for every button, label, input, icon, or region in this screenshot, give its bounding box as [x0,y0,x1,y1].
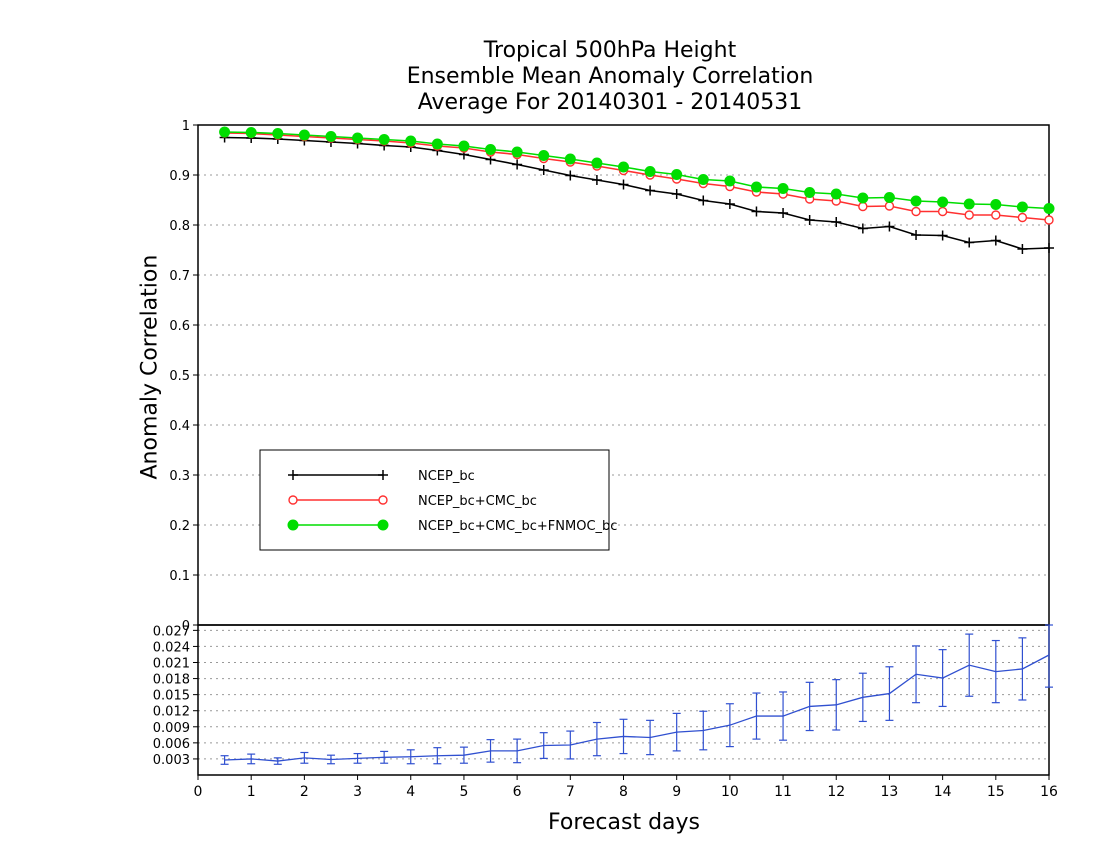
x-tick-label: 13 [881,784,899,800]
x-tick-label: 10 [721,784,739,800]
series-point-2 [272,128,284,139]
x-tick-label: 7 [566,784,575,800]
series-point-2 [697,174,709,185]
series-point-1 [937,206,948,217]
series-point-2 [405,135,417,147]
lower-y-tick-label: 0.003 [153,753,190,768]
series-point-2 [458,140,470,152]
lower-y-tick-label: 0.015 [153,689,190,704]
series-point-2 [750,181,762,193]
series-point-2 [538,150,550,161]
lower-plot-frame [197,624,1050,776]
x-tick-label: 16 [1040,784,1058,800]
x-tick-label: 11 [774,784,792,800]
series-point-2 [1016,201,1028,213]
series-point-2 [830,188,842,200]
series-point-1 [1044,215,1054,225]
x-tick-label: 1 [247,784,256,800]
lower-y-tick-label: 0.009 [153,721,190,736]
series-point-2 [963,198,975,210]
series-line-0 [224,136,1050,250]
chart-title-line-3: Average For 20140301 - 20140531 [417,90,803,115]
series-line-1 [224,132,1050,221]
series-point-2 [644,166,656,177]
lower-series [220,624,1053,765]
series-point-2 [431,138,443,150]
x-tick-label: 3 [353,784,362,800]
chart-title-line-1: Tropical 500hPa Height [483,38,737,63]
series-point-2 [910,195,922,207]
series-point-2 [352,132,364,144]
series-point-2 [591,157,603,169]
difference-line [224,654,1050,762]
upper-y-tick-label: 0.3 [169,469,190,484]
upper-y-tick-label: 0 [182,619,190,634]
x-tick-label: 14 [934,784,952,800]
series-point-1 [884,201,895,211]
legend-marker-2 [287,519,299,531]
upper-y-tick-label: 0.5 [169,369,190,384]
series-point-2 [298,129,310,141]
upper-series [219,126,1055,254]
series-point-2 [219,126,231,138]
upper-y-tick-label: 0.6 [169,319,190,334]
series-point-2 [1043,203,1055,214]
series-point-1 [991,210,1001,220]
upper-y-tick-label: 0.8 [169,219,190,234]
x-axis-label: Forecast days [547,810,700,835]
lower-y-tick-label: 0.027 [153,624,190,639]
x-tick-label: 15 [987,784,1005,800]
series-point-2 [564,153,576,165]
lower-y-tick-label: 0.021 [153,657,190,672]
x-tick-label: 0 [194,784,203,800]
series-point-2 [511,146,523,158]
series-point-2 [804,187,816,198]
series-point-2 [857,192,869,204]
legend-label-1: NCEP_bc+CMC_bc [418,494,537,509]
series-point-2 [883,192,895,203]
series-point-2 [671,169,683,180]
series-point-2 [724,175,736,187]
chart-title-line-2: Ensemble Mean Anomaly Correlation [406,64,814,89]
lower-y-tick-label: 0.012 [153,705,190,720]
x-tick-label: 2 [300,784,309,800]
series-point-2 [245,127,257,138]
series-point-2 [618,161,629,173]
legend-marker-2 [377,519,389,531]
series-point-1 [1017,212,1028,223]
x-tick-label: 12 [827,784,845,800]
legend-label-2: NCEP_bc+CMC_bc+FNMOC_bc [418,519,617,534]
series-point-1 [964,210,974,220]
series-point-2 [937,196,949,208]
lower-y-tick-label: 0.006 [153,737,190,752]
axes: 00.10.20.30.40.50.60.70.80.910.0030.0060… [153,119,1058,800]
lower-y-tick-label: 0.024 [153,640,190,655]
upper-y-tick-label: 0.4 [169,419,190,434]
series-point-2 [378,134,390,145]
series-point-1 [911,206,921,217]
upper-y-tick-label: 0.7 [169,269,190,284]
legend-marker-1 [378,495,388,505]
x-tick-label: 4 [406,784,415,800]
upper-gridlines [198,174,1049,576]
x-tick-label: 8 [619,784,628,800]
series-point-2 [325,131,337,142]
upper-y-tick-label: 1 [182,119,190,134]
x-tick-label: 5 [459,784,468,800]
upper-y-tick-label: 0.2 [169,519,190,534]
upper-y-tick-label: 0.1 [169,569,190,584]
series-point-2 [990,199,1002,210]
upper-y-tick-label: 0.9 [169,169,190,184]
lower-gridlines [198,629,1049,760]
series-point-2 [485,144,497,155]
x-tick-label: 6 [513,784,522,800]
lower-y-tick-label: 0.018 [153,673,190,688]
series-point-2 [777,183,789,194]
x-tick-label: 9 [672,784,681,800]
legend-marker-1 [288,495,298,505]
legend-label-0: NCEP_bc [418,469,475,484]
legend: NCEP_bc NCEP_bc+CMC_bc NCEP_bc+CMC_bc+FNMO… [259,449,617,551]
series-point-1 [858,201,868,212]
